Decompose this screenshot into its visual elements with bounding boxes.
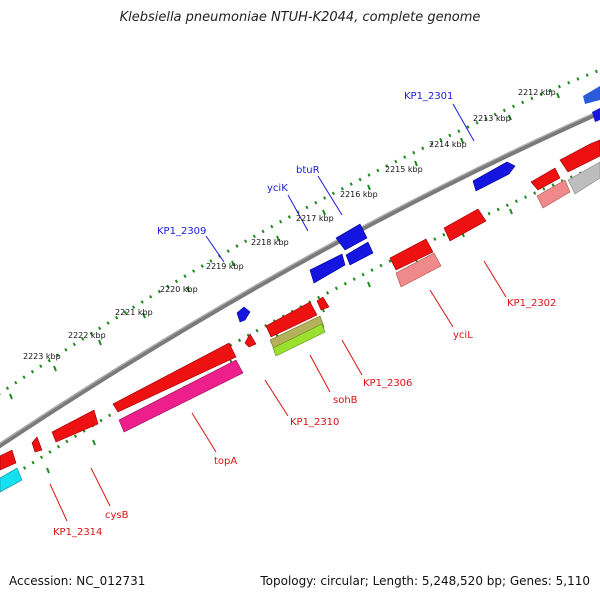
gene-red-edge-2[interactable] — [530, 167, 561, 191]
gene-label[interactable]: yciK — [267, 183, 288, 194]
gene-label[interactable]: topA — [214, 456, 237, 467]
reverse-leaders — [49, 260, 507, 522]
gene-label[interactable]: KP1_2314 — [53, 527, 102, 538]
tick-label: 2215 kbp — [385, 165, 423, 174]
tick-label: 2222 kbp — [68, 331, 106, 340]
gene-label[interactable]: yciL — [453, 330, 473, 341]
gene-btur[interactable] — [335, 223, 368, 251]
map-title: Klebsiella pneumoniae NTUH-K2044, comple… — [119, 10, 481, 25]
gene-label[interactable]: KP1_2302 — [507, 298, 556, 309]
forward-leaders — [205, 103, 475, 263]
genome-summary-text: Topology: circular; Length: 5,248,520 bp… — [260, 574, 590, 588]
gene-grey-edge[interactable] — [567, 161, 600, 195]
gene-kp1-2302[interactable] — [443, 208, 487, 242]
accession-text: Accession: NC_012731 — [9, 574, 146, 588]
gene-red-edge-1[interactable] — [559, 139, 600, 173]
tick-label: 2214 kbp — [429, 140, 467, 149]
gene-pink-edge[interactable] — [536, 179, 571, 209]
forward-gene-labels: KP1_2301 btuR yciK KP1_2309 — [157, 91, 453, 237]
gene-kp1-2310[interactable] — [112, 342, 237, 413]
tick-label: 2218 kbp — [251, 238, 289, 247]
forward-genes — [236, 86, 600, 323]
gene-cyan-edge[interactable] — [0, 467, 23, 493]
gene-label[interactable]: btuR — [296, 165, 320, 176]
genome-backbone — [0, 109, 600, 449]
gene-sohb[interactable] — [269, 315, 325, 352]
tick-label: 2219 kbp — [206, 262, 244, 271]
gene-kp1-2310-small[interactable] — [244, 333, 257, 348]
reverse-genes — [0, 139, 600, 493]
gene-ycik-b[interactable] — [345, 241, 374, 266]
gene-label[interactable]: sohB — [333, 395, 358, 406]
gene-label[interactable]: KP1_2301 — [404, 91, 453, 102]
gene-kp1-2309[interactable] — [236, 306, 251, 323]
gene-ycil-a[interactable] — [389, 238, 434, 271]
tick-label: 2216 kbp — [340, 190, 378, 199]
gene-kp1-2301[interactable] — [472, 161, 516, 192]
tick-labels: 2212 kbp 2213 kbp 2214 kbp 2215 kbp 2216… — [23, 88, 556, 361]
gene-kp1-2314-small[interactable] — [31, 436, 43, 453]
gene-sohb-b[interactable] — [272, 323, 326, 357]
gene-cysb[interactable] — [51, 409, 99, 443]
gene-label[interactable]: KP1_2309 — [157, 226, 206, 237]
gene-edge-blue[interactable] — [583, 86, 600, 104]
gene-topa[interactable] — [118, 359, 244, 433]
gene-ycik[interactable] — [309, 253, 346, 284]
gene-edge-blue2[interactable] — [592, 108, 600, 122]
gene-label[interactable]: KP1_2306 — [363, 378, 412, 389]
tick-label: 2220 kbp — [160, 285, 198, 294]
tick-label: 2221 kbp — [115, 308, 153, 317]
gene-ycil[interactable] — [395, 252, 442, 288]
outer-ruler-ticks — [9, 92, 560, 400]
gene-kp1-2314[interactable] — [0, 449, 17, 471]
gene-kp1-2306[interactable] — [265, 301, 318, 338]
gene-kp1-2306-small[interactable] — [316, 296, 330, 311]
tick-label: 2217 kbp — [296, 214, 334, 223]
gene-label[interactable]: cysB — [105, 510, 129, 521]
reverse-gene-labels: KP1_2302 yciL KP1_2306 sohB KP1_2310 top… — [53, 298, 556, 538]
tick-label: 2212 kbp — [518, 88, 556, 97]
gene-label[interactable]: KP1_2310 — [290, 417, 339, 428]
tick-label: 2223 kbp — [23, 352, 61, 361]
tick-label: 2213 kbp — [473, 114, 511, 123]
